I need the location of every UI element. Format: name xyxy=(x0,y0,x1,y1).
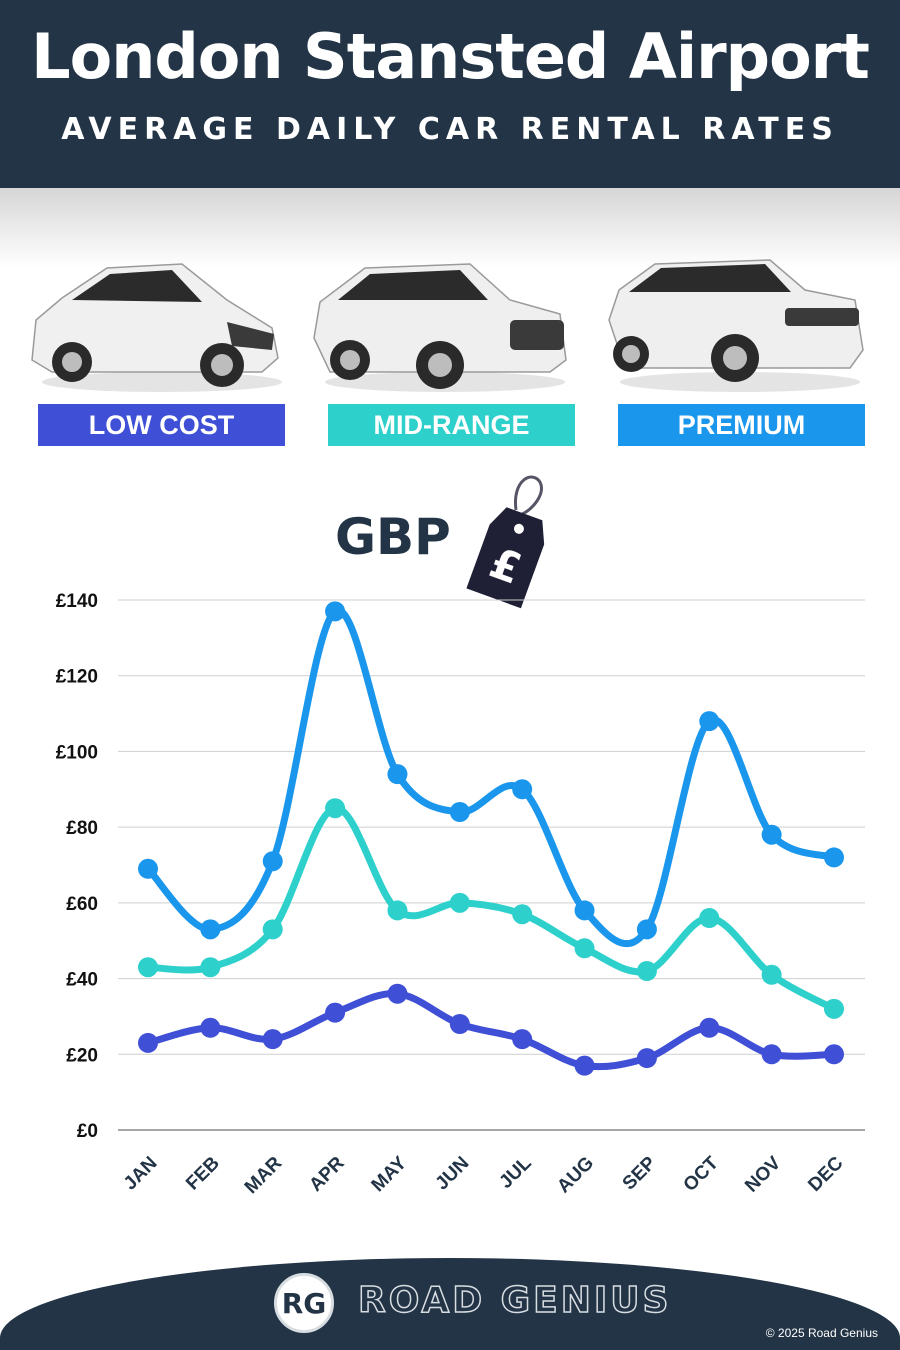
data-point-low-cost xyxy=(449,1014,470,1034)
data-point-mid-range xyxy=(138,957,158,978)
x-tick-label: MAR xyxy=(241,1152,287,1198)
category-badge-mid-range: MID-RANGE xyxy=(328,404,575,446)
x-tick-label: DEC xyxy=(804,1152,847,1195)
data-point-mid-range xyxy=(824,998,844,1019)
data-point-low-cost xyxy=(387,983,408,1004)
x-tick-label: MAY xyxy=(368,1152,412,1196)
data-point-low-cost xyxy=(512,1029,533,1050)
data-point-low-cost xyxy=(636,1048,657,1069)
data-point-low-cost xyxy=(262,1029,283,1050)
data-point-mid-range xyxy=(387,900,408,921)
data-point-mid-range xyxy=(512,904,533,925)
x-tick-label: APR xyxy=(305,1152,348,1195)
data-point-premium xyxy=(512,779,533,800)
category-badge-low-cost: LOW COST xyxy=(38,404,285,446)
x-tick-label: NOV xyxy=(741,1152,785,1196)
x-tick-label: JUL xyxy=(495,1152,536,1193)
y-tick-label: £140 xyxy=(56,591,98,612)
data-point-mid-range xyxy=(200,957,221,978)
y-tick-label: £0 xyxy=(77,1121,98,1142)
x-tick-label: AUG xyxy=(553,1153,598,1198)
header: London Stansted Airport AVERAGE DAILY CA… xyxy=(0,0,900,188)
y-tick-label: £120 xyxy=(56,667,98,688)
data-point-low-cost xyxy=(325,1002,346,1023)
x-tick-label: JUN xyxy=(432,1153,474,1195)
data-point-mid-range xyxy=(636,961,657,981)
data-point-mid-range xyxy=(761,964,782,985)
hatchback-car-icon xyxy=(31,263,282,392)
data-point-low-cost xyxy=(574,1055,595,1076)
price-tag-icon: £ xyxy=(466,475,545,609)
series-line-premium xyxy=(144,606,838,947)
data-point-low-cost xyxy=(824,1044,844,1065)
data-point-mid-range xyxy=(449,892,470,913)
luxury-suv-car-icon xyxy=(608,259,864,392)
data-point-premium xyxy=(824,847,844,868)
data-point-low-cost xyxy=(138,1032,158,1053)
data-point-mid-range xyxy=(262,919,283,940)
data-point-premium xyxy=(636,919,657,940)
y-tick-label: £100 xyxy=(56,742,98,763)
data-point-mid-range xyxy=(699,908,720,928)
logo-icon: RG xyxy=(274,1273,334,1333)
data-point-premium xyxy=(761,824,782,845)
data-point-premium xyxy=(200,919,221,940)
data-point-low-cost xyxy=(761,1044,782,1065)
copyright: © 2025 Road Genius xyxy=(765,1326,878,1340)
data-point-mid-range xyxy=(574,938,595,959)
data-point-premium xyxy=(449,802,470,822)
data-point-premium xyxy=(699,711,720,732)
line-chart: £0 £20 £40 £60 £80 £100 £120 £140 JAN FEB MAR APR MA… xyxy=(56,591,865,1198)
y-tick-label: £80 xyxy=(66,818,98,839)
currency-label: GBP xyxy=(335,508,451,566)
data-point-premium xyxy=(262,851,283,872)
data-point-low-cost xyxy=(200,1017,221,1038)
data-point-premium xyxy=(138,858,158,879)
page-title: London Stansted Airport xyxy=(31,20,870,93)
x-tick-label: JAN xyxy=(120,1153,162,1195)
data-point-mid-range xyxy=(325,798,346,819)
series-line-low-cost xyxy=(144,990,838,1071)
data-point-premium xyxy=(325,601,346,622)
page-subtitle: AVERAGE DAILY CAR RENTAL RATES xyxy=(61,112,839,147)
y-tick-label: £60 xyxy=(66,894,98,915)
category-badge-premium: PREMIUM xyxy=(618,404,865,446)
x-tick-label: FEB xyxy=(182,1153,224,1195)
data-point-premium xyxy=(574,900,595,921)
suv-car-icon xyxy=(313,263,567,392)
y-tick-label: £40 xyxy=(66,970,98,991)
data-point-low-cost xyxy=(699,1017,720,1038)
x-tick-label: SEP xyxy=(619,1152,661,1194)
header-shadow xyxy=(0,188,900,268)
x-tick-label: OCT xyxy=(680,1152,723,1195)
y-tick-label: £20 xyxy=(66,1045,98,1066)
data-point-premium xyxy=(387,764,408,785)
brand-name: ROAD GENIUS xyxy=(357,1279,672,1322)
